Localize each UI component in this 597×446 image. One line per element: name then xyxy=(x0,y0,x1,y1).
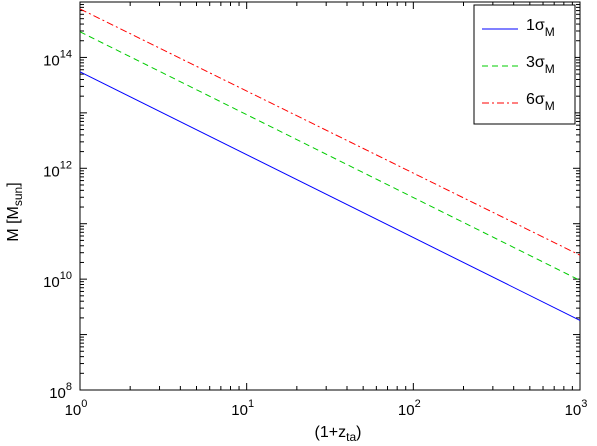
x-axis-label-sub: ta xyxy=(346,430,356,444)
legend-label-2: 3σM xyxy=(526,54,555,76)
series-line-2 xyxy=(79,31,581,281)
plot-frame xyxy=(79,1,581,391)
y-axis-label-sub: sun xyxy=(11,187,25,206)
y-tick-label: 1012 xyxy=(43,159,72,180)
x-tick-label: 103 xyxy=(565,398,588,419)
legend-box xyxy=(473,4,576,125)
x-tick-label: 100 xyxy=(65,398,88,419)
y-tick-label: 108 xyxy=(49,381,72,402)
y-axis-label-base: M [M xyxy=(5,206,22,242)
x-axis-label-end: ) xyxy=(356,424,361,441)
x-tick-label: 102 xyxy=(398,398,421,419)
series-line-3 xyxy=(79,8,581,256)
y-axis-label-end: ] xyxy=(5,182,22,186)
plot-area: 100 101 102 103 108 1010 1012 1014 1σM 3σM 6σM xyxy=(43,1,588,419)
y-axis-label: M [Msun] xyxy=(5,182,25,241)
series-line-1 xyxy=(79,71,581,321)
y-tick-label: 1014 xyxy=(43,48,72,69)
legend-label-3: 6σM xyxy=(526,91,555,113)
legend-label-1: 1σM xyxy=(526,17,555,39)
y-tick-label: 1010 xyxy=(43,270,72,291)
x-tick-label: 101 xyxy=(231,398,254,419)
x-axis-label: (1+zta) xyxy=(315,424,362,444)
x-axis-label-base: (1+z xyxy=(315,424,347,441)
